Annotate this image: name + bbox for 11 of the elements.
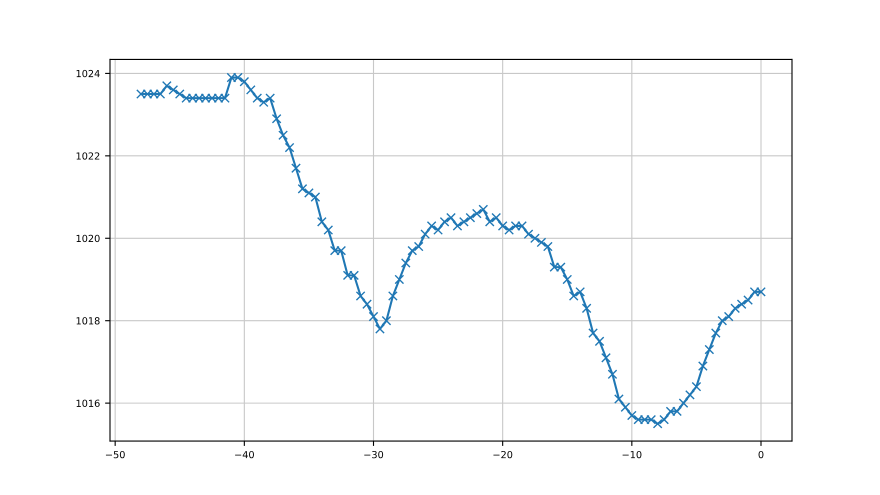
x-tick-label: −10 — [622, 450, 642, 458]
y-tick-label: 1018 — [76, 317, 100, 325]
y-tick-label: 1016 — [76, 400, 100, 407]
x-tick-label: 0 — [758, 450, 764, 458]
x-tick-label: −30 — [364, 450, 384, 458]
x-tick-label: −40 — [235, 450, 254, 458]
x-tick-label: −50 — [106, 450, 125, 458]
y-tick-label: 1024 — [76, 70, 100, 78]
y-tick-label: 1022 — [76, 152, 100, 160]
x-tick-label: −20 — [493, 450, 512, 458]
y-tick-label: 1020 — [76, 234, 100, 242]
